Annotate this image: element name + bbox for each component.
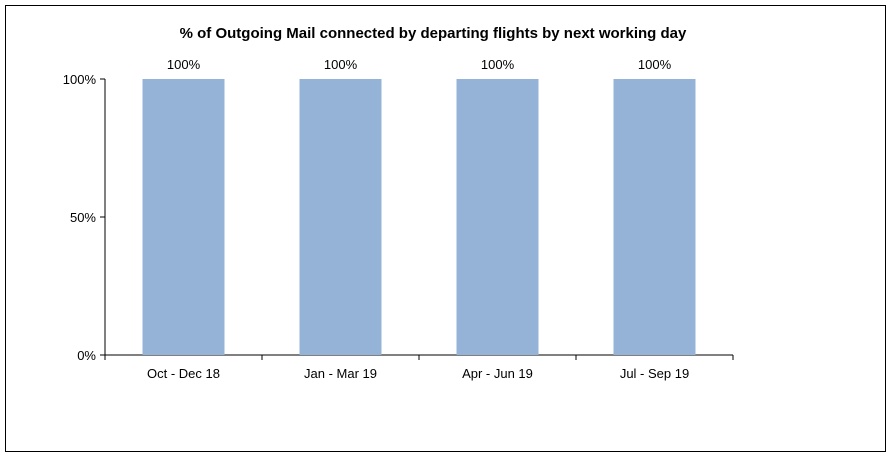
bars xyxy=(142,79,696,355)
data-label-3: 100% xyxy=(481,57,515,72)
x-axis: Oct - Dec 18 Jan - Mar 19 Apr - Jun 19 Jul … xyxy=(104,354,734,381)
y-tick-label-100: 100% xyxy=(63,72,97,87)
y-tick-label-0: 0% xyxy=(77,348,96,363)
data-label-2: 100% xyxy=(324,57,358,72)
x-category-label-3: Apr - Jun 19 xyxy=(462,366,533,381)
chart-title: % of Outgoing Mail connected by departin… xyxy=(180,25,687,42)
bar-4 xyxy=(613,79,696,355)
bar-3 xyxy=(456,79,539,355)
y-axis: 0% 50% 100% xyxy=(63,72,106,363)
y-tick-label-50: 50% xyxy=(70,210,96,225)
x-category-label-4: Jul - Sep 19 xyxy=(620,366,689,381)
x-category-label-1: Oct - Dec 18 xyxy=(147,366,220,381)
data-label-1: 100% xyxy=(167,57,201,72)
x-category-label-2: Jan - Mar 19 xyxy=(304,366,377,381)
data-label-4: 100% xyxy=(638,57,672,72)
bar-1 xyxy=(142,79,225,355)
bar-2 xyxy=(299,79,382,355)
data-labels: 100% 100% 100% 100% xyxy=(167,57,672,72)
